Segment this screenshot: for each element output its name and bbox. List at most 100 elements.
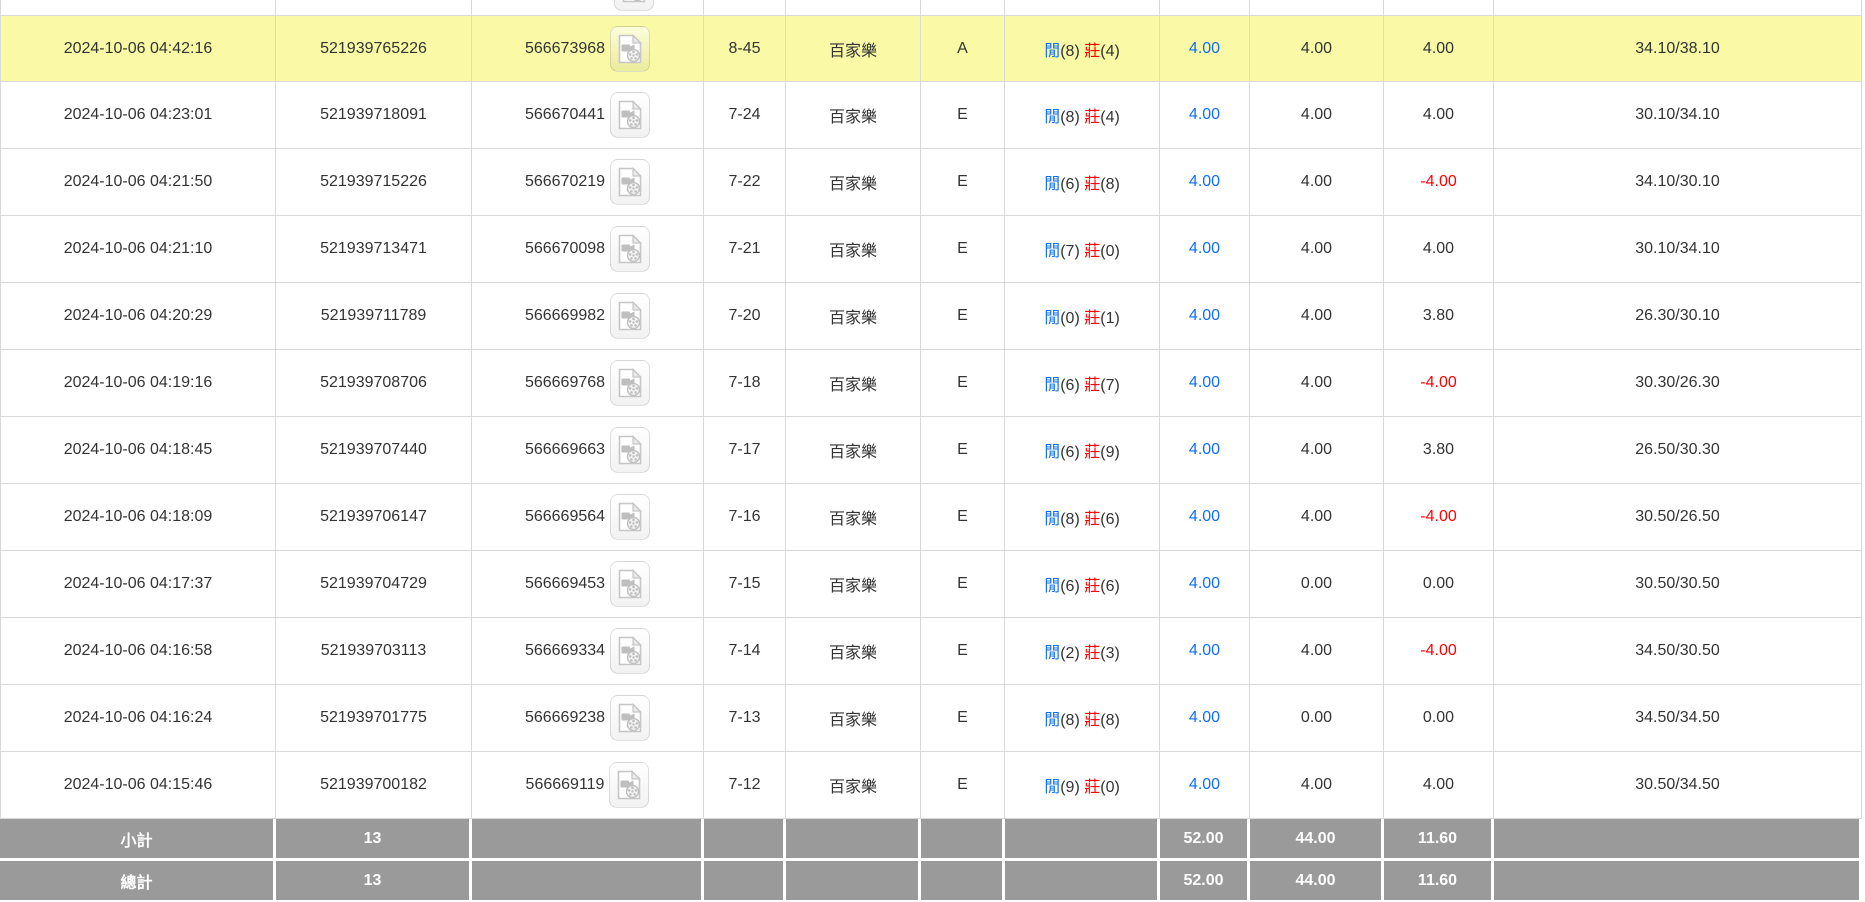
player-score: (8) [1060,109,1085,126]
bet-amount-cell: 4.00 [1160,551,1250,618]
bet-amount-link[interactable]: 4.00 [1188,642,1221,659]
bet-amount-link[interactable]: 4.00 [1188,39,1221,57]
video-replay-button[interactable] [610,159,651,205]
bet-time: 2024-10-06 04:15:46 [0,752,276,819]
clipped-cell [276,0,472,16]
table-code: E [921,216,1005,283]
video-replay-button[interactable] [610,427,651,473]
banker-score: (8) [1100,712,1120,729]
player-result-label: 閒 [1044,779,1061,796]
bet-amount-link[interactable]: 4.00 [1188,508,1221,525]
table-row[interactable]: 2024-10-06 04:19:16 521939708706 566669768… [0,350,1862,417]
clipped-cell [786,0,921,16]
bet-amount-link[interactable]: 4.00 [1188,240,1221,257]
banker-score: (8) [1100,176,1120,193]
game-id-group: 566669238 [472,685,703,751]
bet-id: 521939708706 [276,350,472,417]
grand-total-row: 總計 13 52.00 44.00 11.60 [0,861,1862,902]
table-row[interactable]: 2024-10-06 04:21:10 521939713471 566670098… [0,216,1862,283]
subtotal-count: 13 [276,819,472,861]
bet-amount-link[interactable]: 4.00 [1188,106,1221,123]
video-replay-button[interactable] [614,0,654,11]
total-count: 13 [276,861,472,902]
subtotal-empty-cell [786,819,921,861]
bet-amount-link[interactable]: 4.00 [1188,374,1221,391]
game-id: 566669453 [524,575,606,592]
game-id-group: 566670441 [472,82,703,148]
table-row[interactable]: 2024-10-06 04:18:45 521939707440 566669663… [0,417,1862,484]
table-code: E [921,149,1005,216]
video-replay-button[interactable] [610,92,651,138]
table-row[interactable]: 2024-10-06 04:16:58 521939703113 566669334… [0,618,1862,685]
game-result: 閒(9) 莊(0) [1005,752,1160,819]
table-code: E [921,685,1005,752]
total-bet-total: 52.00 [1160,861,1250,902]
balance: 26.30/30.10 [1494,283,1862,350]
player-score: (6) [1060,176,1085,193]
win-loss-amount: -4.00 [1384,350,1494,417]
table-row[interactable]: 2024-10-06 04:23:01 521939718091 566670441… [0,82,1862,149]
bet-amount-link[interactable]: 4.00 [1188,173,1221,190]
game-result: 閒(6) 莊(7) [1005,350,1160,417]
table-row-selected[interactable]: 2024-10-06 04:42:16 521939765226 566673968… [0,16,1862,82]
video-replay-button[interactable] [610,494,651,540]
bet-amount-link[interactable]: 4.00 [1188,709,1221,726]
valid-amount: 4.00 [1250,417,1384,484]
clipped-cell [0,0,276,16]
bet-amount-cell: 4.00 [1160,283,1250,350]
bet-id: 521939711789 [276,283,472,350]
round-number: 7-14 [704,618,786,685]
total-valid-total: 44.00 [1250,861,1384,902]
table-code: E [921,283,1005,350]
table-row[interactable]: 2024-10-06 04:16:24 521939701775 566669238… [0,685,1862,752]
table-code: E [921,417,1005,484]
bet-time: 2024-10-06 04:20:29 [0,283,276,350]
bet-id: 521939713471 [276,216,472,283]
video-replay-button[interactable] [610,226,651,272]
game-result: 閒(8) 莊(6) [1005,484,1160,551]
bet-amount-link[interactable]: 4.00 [1188,441,1221,458]
round-number: 7-21 [704,216,786,283]
game-id-cell: 566670098 [472,216,704,283]
banker-score: (0) [1100,779,1120,796]
video-file-icon [618,502,642,532]
video-replay-button[interactable] [610,695,651,741]
video-replay-button[interactable] [610,628,651,674]
game-result: 閒(6) 莊(8) [1005,149,1160,216]
table-row[interactable]: 2024-10-06 04:17:37 521939704729 566669453… [0,551,1862,618]
subtotal-label: 小計 [0,819,276,861]
balance: 30.50/34.50 [1494,752,1862,819]
table-code: E [921,752,1005,819]
video-replay-button[interactable] [610,561,651,607]
balance: 26.50/30.30 [1494,417,1862,484]
bet-id: 521939765226 [276,16,472,82]
player-score: (7) [1060,243,1085,260]
video-replay-button[interactable] [609,762,650,808]
balance: 34.10/38.10 [1494,16,1862,82]
video-replay-button[interactable] [610,25,651,72]
table-row[interactable]: 2024-10-06 04:20:29 521939711789 566669982… [0,283,1862,350]
player-result-label: 閒 [1044,712,1061,729]
win-loss-amount: 4.00 [1384,16,1494,82]
bet-id: 521939704729 [276,551,472,618]
subtotal-empty-cell [472,819,704,861]
table-row[interactable]: 2024-10-06 04:15:46 521939700182 566669119… [0,752,1862,819]
game-id-cell: 566670441 [472,82,704,149]
balance: 34.10/30.10 [1494,149,1862,216]
balance: 34.50/34.50 [1494,685,1862,752]
video-replay-button[interactable] [610,360,651,406]
game-id-group: 566669119 [472,752,703,818]
bet-amount-link[interactable]: 4.00 [1188,307,1221,324]
game-id-group: 566669982 [472,283,703,349]
total-winloss-total: 11.60 [1384,861,1494,902]
game-name: 百家樂 [786,82,921,149]
bet-amount-link[interactable]: 4.00 [1188,776,1221,793]
game-id-group: 566669663 [472,417,703,483]
bet-amount-link[interactable]: 4.00 [1188,575,1221,592]
video-replay-button[interactable] [610,293,651,339]
bet-id: 521939700182 [276,752,472,819]
table-row[interactable]: 2024-10-06 04:21:50 521939715226 566670219… [0,149,1862,216]
table-row[interactable]: 2024-10-06 04:18:09 521939706147 566669564… [0,484,1862,551]
bet-time: 2024-10-06 04:21:10 [0,216,276,283]
bet-id: 521939707440 [276,417,472,484]
